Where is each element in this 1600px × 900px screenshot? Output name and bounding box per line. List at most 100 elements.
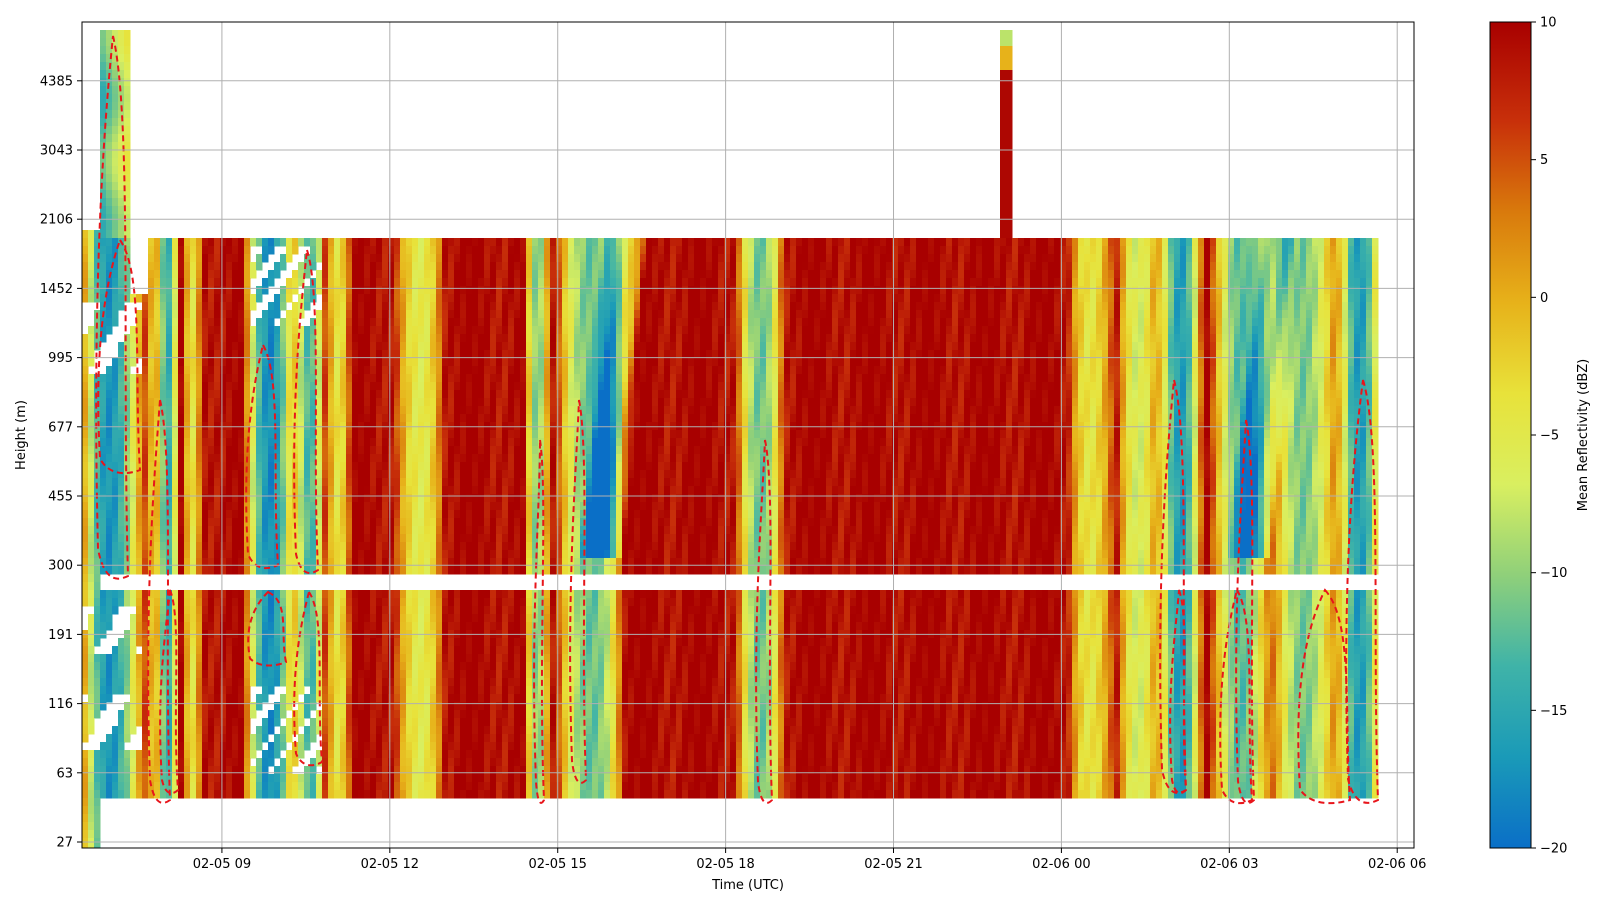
heatmap-cell [274, 358, 281, 367]
heatmap-cell [1354, 286, 1361, 295]
heatmap-cell [1000, 102, 1007, 111]
heatmap-cell [370, 238, 377, 247]
heatmap-cell [598, 398, 605, 407]
heatmap-cell [586, 278, 593, 287]
heatmap-cell [1360, 390, 1367, 399]
heatmap-cell [508, 326, 515, 335]
heatmap-cell [808, 302, 815, 311]
heatmap-cell [832, 310, 839, 319]
heatmap-cell [934, 382, 941, 391]
heatmap-cell [1282, 374, 1289, 383]
heatmap-cell [1000, 254, 1007, 263]
heatmap-cell [808, 414, 815, 423]
heatmap-cell [232, 326, 239, 335]
heatmap-cell [340, 254, 347, 263]
heatmap-cell [112, 286, 119, 295]
heatmap-cell [1342, 334, 1349, 343]
heatmap-cell [670, 286, 677, 295]
heatmap-cell [634, 302, 641, 311]
heatmap-cell [880, 318, 887, 327]
heatmap-cell [1204, 350, 1211, 359]
heatmap-cell [856, 366, 863, 375]
heatmap-cell [646, 246, 653, 255]
heatmap-cell [1300, 270, 1307, 279]
heatmap-cell [1222, 334, 1229, 343]
heatmap-cell [496, 358, 503, 367]
heatmap-cell [226, 246, 233, 255]
heatmap-cell [1270, 310, 1277, 319]
heatmap-cell [1288, 286, 1295, 295]
heatmap-cell [1036, 254, 1043, 263]
heatmap-cell [922, 398, 929, 407]
heatmap-cell [1180, 390, 1187, 399]
heatmap-cell [556, 270, 563, 279]
heatmap-cell [298, 374, 305, 383]
heatmap-cell [922, 246, 929, 255]
heatmap-cell [208, 270, 215, 279]
heatmap-cell [910, 334, 917, 343]
heatmap-cell [1336, 302, 1343, 311]
heatmap-cell [736, 294, 743, 303]
heatmap-cell [1360, 262, 1367, 271]
heatmap-cell [82, 406, 89, 415]
heatmap-cell [796, 302, 803, 311]
heatmap-cell [772, 342, 779, 351]
heatmap-cell [730, 342, 737, 351]
heatmap-cell [562, 270, 569, 279]
heatmap-cell [352, 294, 359, 303]
heatmap-cell [1072, 310, 1079, 319]
heatmap-cell [214, 358, 221, 367]
heatmap-cell [898, 382, 905, 391]
heatmap-cell [196, 302, 203, 311]
heatmap-cell [1024, 406, 1031, 415]
heatmap-cell [820, 414, 827, 423]
heatmap-cell [1114, 238, 1121, 247]
heatmap-cell [1114, 286, 1121, 295]
heatmap-cell [1228, 278, 1235, 287]
heatmap-cell [1222, 302, 1229, 311]
heatmap-cell [982, 334, 989, 343]
heatmap-cell [334, 286, 341, 295]
heatmap-cell [1084, 406, 1091, 415]
heatmap-cell [652, 246, 659, 255]
heatmap-cell [934, 334, 941, 343]
heatmap-cell [904, 374, 911, 383]
heatmap-cell [706, 318, 713, 327]
heatmap-cell [952, 302, 959, 311]
heatmap-cell [478, 270, 485, 279]
heatmap-cell [508, 310, 515, 319]
heatmap-cell [1132, 406, 1139, 415]
heatmap-cell [112, 150, 119, 159]
heatmap-cell [964, 270, 971, 279]
heatmap-cell [898, 286, 905, 295]
heatmap-cell [712, 350, 719, 359]
heatmap-cell [376, 414, 383, 423]
heatmap-cell [688, 414, 695, 423]
heatmap-cell [94, 382, 101, 391]
heatmap-cell [124, 390, 131, 399]
heatmap-cell [1138, 246, 1145, 255]
heatmap-cell [676, 398, 683, 407]
heatmap-cell [1180, 326, 1187, 335]
heatmap-cell [1258, 358, 1265, 367]
heatmap-cell [652, 286, 659, 295]
heatmap-cell [580, 246, 587, 255]
heatmap-cell [634, 334, 641, 343]
heatmap-cell [1198, 310, 1205, 319]
heatmap-cell [1114, 342, 1121, 351]
heatmap-cell [1330, 334, 1337, 343]
heatmap-cell [970, 278, 977, 287]
heatmap-cell [364, 398, 371, 407]
heatmap-cell [574, 374, 581, 383]
heatmap-cell [562, 366, 569, 375]
heatmap-cell [736, 246, 743, 255]
heatmap-cell [1372, 358, 1379, 367]
heatmap-cell [280, 334, 287, 343]
heatmap-cell [712, 302, 719, 311]
heatmap-cell [952, 270, 959, 279]
heatmap-cell [214, 374, 221, 383]
heatmap-cell [766, 302, 773, 311]
heatmap-cell [124, 110, 131, 119]
heatmap-cell [724, 398, 731, 407]
heatmap-cell [640, 302, 647, 311]
